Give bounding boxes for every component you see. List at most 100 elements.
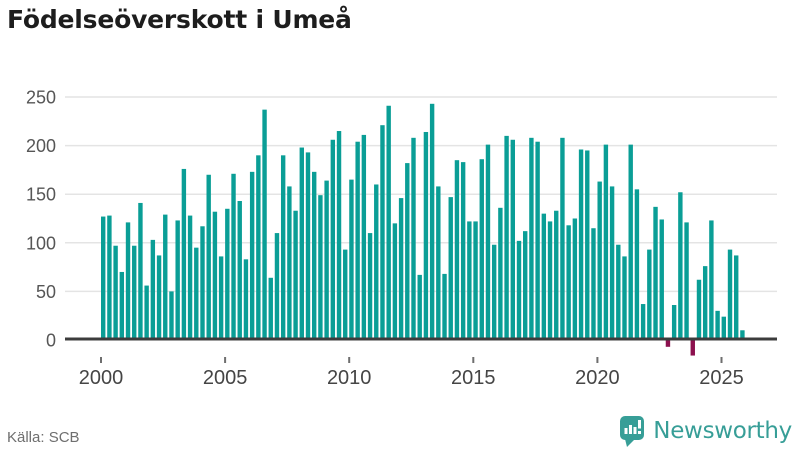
x-tick-2015 <box>472 357 475 363</box>
bar-2014-q2 <box>454 160 460 340</box>
bar-2003-q3 <box>187 215 193 340</box>
bar-2015-q3 <box>485 144 491 340</box>
bar-2003-q2 <box>181 168 187 340</box>
bar-2020-q4 <box>616 244 621 340</box>
x-tick-2010 <box>348 357 351 363</box>
bar-2018-q1 <box>547 221 553 340</box>
bar-2021-q3 <box>634 189 640 340</box>
bar-2022-q3 <box>659 219 664 340</box>
source-attribution: Källa: SCB <box>7 429 80 446</box>
bar-2002-q2 <box>156 255 162 340</box>
bar-2008-q4 <box>318 195 323 340</box>
x-tick-2020 <box>596 357 599 363</box>
bar-2004-q1 <box>200 226 205 340</box>
bar-2023-q3 <box>684 222 689 340</box>
bar-2010-q1 <box>349 179 354 340</box>
x-tick-2000 <box>100 357 102 363</box>
y-axis-label-200: 200 <box>26 136 56 156</box>
bar-2010-q3 <box>361 134 367 340</box>
bar-2016-q3 <box>510 139 515 340</box>
bar-2024-q3 <box>709 220 714 340</box>
bar-2023-q2 <box>678 192 683 340</box>
bar-2020-q1 <box>597 181 602 340</box>
bar-2019-q2 <box>578 149 584 340</box>
bar-2007-q4 <box>293 210 298 340</box>
bar-2018-q2 <box>554 210 559 340</box>
bar-2009-q1 <box>324 180 329 340</box>
bar-2008-q3 <box>312 171 317 340</box>
bar-2004-q2 <box>206 174 211 340</box>
bar-2015-q4 <box>491 244 497 340</box>
bar-2007-q1 <box>274 233 280 340</box>
bar-2011-q2 <box>380 125 385 340</box>
bar-2009-q3 <box>336 131 342 340</box>
bar-2019-q4 <box>591 228 596 340</box>
bar-2023-q1 <box>671 305 677 340</box>
bar-2006-q4 <box>268 277 273 340</box>
bar-2001-q2 <box>132 245 137 340</box>
bar-2001-q4 <box>144 285 149 340</box>
bar-2010-q2 <box>355 141 360 340</box>
bar-2019-q1 <box>572 218 578 340</box>
bar-2005-q1 <box>225 208 230 340</box>
bar-2007-q3 <box>287 186 292 340</box>
bar-2002-q4 <box>169 291 174 340</box>
bar-2022-q4 <box>665 340 671 347</box>
bar-2018-q3 <box>560 137 565 340</box>
bar-2003-q4 <box>194 247 199 340</box>
bar-2011-q4 <box>392 223 398 340</box>
bar-2021-q4 <box>640 304 646 340</box>
bar-2006-q3 <box>262 109 267 340</box>
bar-2024-q2 <box>702 266 708 340</box>
bar-2013-q4 <box>442 273 447 340</box>
brand-name: Newsworthy <box>653 418 792 444</box>
newsworthy-logo: Newsworthy <box>619 414 792 448</box>
bar-2012-q3 <box>411 137 416 340</box>
bar-2014-q1 <box>448 197 453 340</box>
bar-2010-q4 <box>367 233 373 340</box>
y-axis-label-100: 100 <box>26 233 56 253</box>
bar-2000-q1 <box>101 216 106 340</box>
bar-2016-q2 <box>504 135 509 340</box>
bar-2012-q4 <box>417 274 422 340</box>
bar-2004-q3 <box>212 211 218 340</box>
bar-2014-q3 <box>460 162 466 340</box>
bar-2006-q2 <box>256 155 261 340</box>
x-axis-label-2025: 2025 <box>699 367 744 389</box>
bar-2025-q4 <box>740 330 745 340</box>
bar-2013-q1 <box>423 131 429 340</box>
page-title: Födelseöverskott i Umeå <box>7 5 352 34</box>
bar-2004-q4 <box>218 256 224 340</box>
bar-2017-q3 <box>535 141 540 340</box>
bar-2000-q3 <box>113 245 118 340</box>
y-axis-label-50: 50 <box>36 282 56 302</box>
bar-2003-q1 <box>175 220 180 340</box>
bar-2025-q1 <box>721 316 726 340</box>
bar-2015-q2 <box>479 159 484 340</box>
bar-2013-q3 <box>436 186 441 340</box>
y-axis-label-0: 0 <box>46 331 56 351</box>
bar-2000-q4 <box>119 271 125 340</box>
x-axis-label-2010: 2010 <box>327 367 372 389</box>
bar-2009-q2 <box>330 139 336 340</box>
bar-2002-q1 <box>150 239 156 340</box>
bar-2016-q1 <box>498 207 503 340</box>
x-axis-label-2015: 2015 <box>451 367 496 389</box>
bar-2017-q4 <box>541 213 547 340</box>
bar-2013-q2 <box>429 103 435 340</box>
bar-2008-q1 <box>299 147 304 340</box>
bar-2012-q1 <box>398 198 404 340</box>
bar-2024-q1 <box>696 279 702 340</box>
bar-2021-q1 <box>622 256 627 340</box>
x-axis-label-2005: 2005 <box>203 367 248 389</box>
bar-2009-q4 <box>343 249 348 340</box>
bar-2017-q1 <box>523 231 528 340</box>
bar-2005-q4 <box>243 259 249 340</box>
bar-2019-q3 <box>585 150 590 340</box>
bar-2017-q2 <box>529 137 534 340</box>
bar-2011-q3 <box>386 105 391 340</box>
bar-2005-q3 <box>237 201 242 340</box>
bar-2001-q1 <box>125 222 131 340</box>
